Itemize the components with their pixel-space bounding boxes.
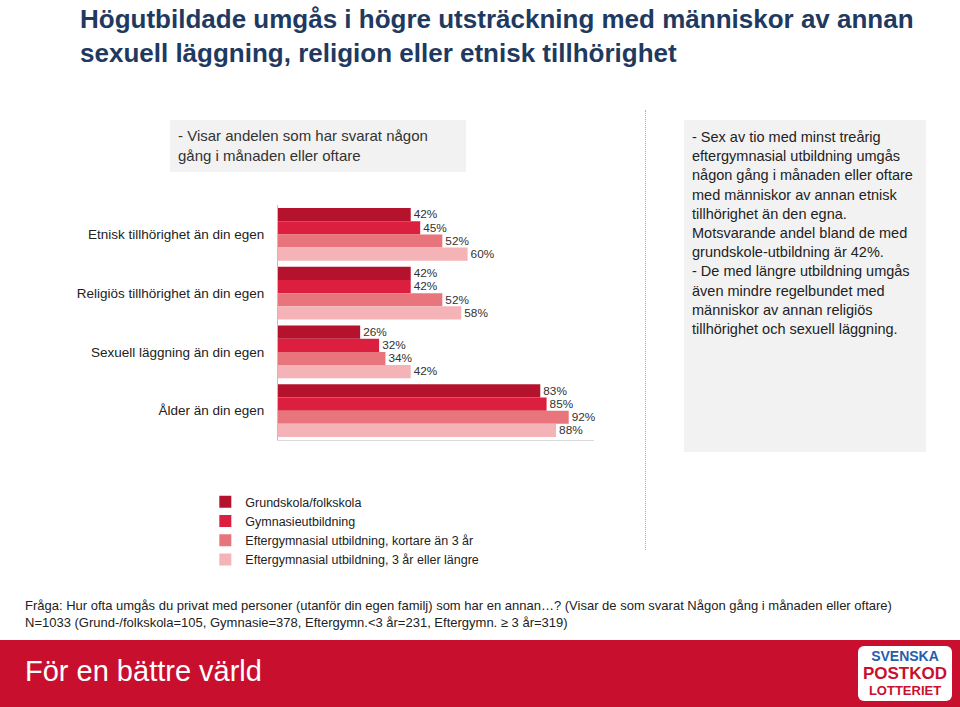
html-text:Högutbildade umgås i högre uts: Högutbildade umgås i högre utsträckning …	[80, 4, 914, 68]
svg-text:60%: 60%	[471, 247, 495, 261]
html-text:LOTTERIET: LOTTERIET	[868, 683, 942, 698]
svg-text:Gymnasieutbildning: Gymnasieutbildning	[245, 515, 355, 529]
html-text:SVENSKA: SVENSKA	[871, 648, 939, 664]
svg-text:Eftergymnasial utbildning, 3 å: Eftergymnasial utbildning, 3 år eller lä…	[245, 553, 479, 567]
svg-text:Ålder än din egen: Ålder än din egen	[158, 403, 264, 418]
svg-text:26%: 26%	[363, 325, 387, 339]
svg-text:58%: 58%	[464, 306, 488, 320]
html-text:- Sex av tio med minst treårig: - Sex av tio med minst treårig eftergymn…	[692, 129, 913, 261]
svg-text:Sexuell läggning än din egen: Sexuell läggning än din egen	[91, 345, 264, 360]
html-text:POSTKOD: POSTKOD	[863, 664, 947, 683]
svg-text:88%: 88%	[559, 423, 583, 437]
svg-text:42%: 42%	[414, 279, 438, 293]
svg-text:92%: 92%	[572, 410, 596, 423]
svg-text:Religiös tillhörighet än din e: Religiös tillhörighet än din egen	[77, 286, 265, 301]
svg-text:Etnisk tillhörighet än din ege: Etnisk tillhörighet än din egen	[88, 227, 264, 242]
html-text:- De med längre utbildning umg: - De med längre utbildning umgås även mi…	[692, 263, 910, 337]
svg-text:83%: 83%	[543, 384, 567, 398]
svg-text:34%: 34%	[388, 351, 412, 364]
svg-text:52%: 52%	[445, 293, 469, 306]
svg-text:Grundskola/folkskola: Grundskola/folkskola	[245, 496, 361, 510]
html-text:Fråga: Hur ofta umgås du priva: Fråga: Hur ofta umgås du privat med pers…	[25, 598, 892, 630]
html-text:- Visar andelen som har svarat: - Visar andelen som har svarat någon gån…	[178, 127, 428, 164]
svg-text:Eftergymnasial utbildning, kor: Eftergymnasial utbildning, kortare än 3 …	[245, 534, 473, 548]
svg-text:32%: 32%	[382, 338, 406, 352]
svg-text:45%: 45%	[423, 221, 447, 235]
svg-text:52%: 52%	[445, 234, 469, 247]
html-text:För en bättre värld: För en bättre värld	[25, 655, 262, 687]
svg-text:42%: 42%	[414, 207, 438, 221]
svg-text:85%: 85%	[550, 397, 574, 411]
svg-text:42%: 42%	[414, 364, 438, 378]
svg-text:42%: 42%	[414, 266, 438, 280]
